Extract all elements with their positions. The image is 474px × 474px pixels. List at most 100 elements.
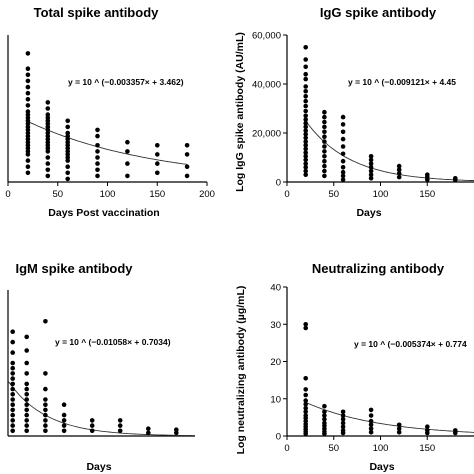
data-point xyxy=(125,149,130,154)
fit-curve xyxy=(7,380,195,437)
data-point xyxy=(303,409,309,415)
data-point xyxy=(322,109,327,115)
data-point xyxy=(425,177,430,182)
data-point xyxy=(65,124,70,130)
data-point xyxy=(24,397,30,402)
fit-equation: y = 10 ^ (−0.009121× + 4.45 xyxy=(348,77,456,87)
data-point xyxy=(322,149,327,154)
fit-curve xyxy=(305,401,474,433)
data-point xyxy=(303,139,309,144)
data-point xyxy=(368,168,374,174)
data-point xyxy=(396,171,402,176)
x-tick-label: 50 xyxy=(328,189,339,200)
data-point xyxy=(303,135,309,141)
data-point xyxy=(61,428,67,434)
data-point xyxy=(43,407,48,413)
data-point xyxy=(10,350,15,355)
data-point xyxy=(303,157,309,163)
data-point xyxy=(25,66,31,71)
data-point xyxy=(10,386,15,392)
y-tick-label: 20 xyxy=(270,357,281,368)
fit-curve xyxy=(305,120,474,182)
panel-neutralizing: Neutralizing antibody y = 10 ^ (−0.00537… xyxy=(235,261,474,473)
data-point xyxy=(43,371,48,376)
data-point xyxy=(10,418,15,423)
data-point xyxy=(24,386,30,392)
data-point xyxy=(24,334,30,340)
data-point xyxy=(24,423,30,428)
data-point xyxy=(45,112,51,117)
data-point xyxy=(25,72,31,78)
y-tick-label: 10 xyxy=(270,394,281,405)
data-point xyxy=(25,158,31,163)
data-point xyxy=(184,173,190,179)
data-point xyxy=(303,84,309,89)
x-tick-label: 100 xyxy=(100,189,116,200)
x-tick-label: 150 xyxy=(419,443,435,454)
data-point xyxy=(368,157,374,163)
data-point xyxy=(174,430,179,436)
data-point xyxy=(43,412,48,418)
data-point xyxy=(303,168,309,174)
data-point xyxy=(25,90,31,96)
data-point xyxy=(303,154,309,159)
x-tick-label: 0 xyxy=(284,443,289,454)
x-axis-label: Days xyxy=(86,461,111,473)
data-point xyxy=(125,173,130,179)
data-point xyxy=(95,133,100,139)
data-point xyxy=(322,124,327,130)
data-point xyxy=(303,120,309,126)
data-point xyxy=(95,155,100,160)
data-point xyxy=(303,172,309,177)
data-point xyxy=(61,423,67,428)
data-point xyxy=(303,150,309,155)
data-point xyxy=(10,392,15,397)
data-point xyxy=(43,423,48,428)
data-point xyxy=(61,412,67,418)
data-point xyxy=(368,426,374,431)
data-point xyxy=(10,365,15,371)
data-point xyxy=(45,161,51,166)
data-point xyxy=(322,129,327,135)
data-point xyxy=(24,402,30,408)
data-point xyxy=(43,319,48,324)
panel-total-spike: Total spike antibody y = 10 ^ (−0.003357… xyxy=(5,5,215,219)
y-axis-label: Log neutralizing antibody (µg/mL) xyxy=(235,286,247,455)
data-point xyxy=(25,78,31,84)
data-point xyxy=(25,97,31,102)
data-point xyxy=(25,84,31,90)
data-point xyxy=(43,428,48,434)
data-point xyxy=(10,371,15,376)
data-point xyxy=(368,407,374,413)
data-point xyxy=(24,418,30,423)
data-point xyxy=(368,430,374,435)
data-point xyxy=(65,176,70,182)
y-tick-label: 0 xyxy=(276,178,281,189)
data-point xyxy=(322,168,327,174)
y-tick-label: 20,000 xyxy=(252,129,281,140)
fit-curve xyxy=(27,121,188,165)
data-point xyxy=(322,416,327,422)
data-point xyxy=(340,122,346,127)
data-point xyxy=(24,392,30,397)
data-point xyxy=(95,167,100,173)
data-point xyxy=(340,177,346,182)
data-point xyxy=(24,371,30,376)
x-tick-label: 100 xyxy=(373,189,389,200)
data-point xyxy=(95,143,100,148)
data-point xyxy=(184,152,190,157)
data-point xyxy=(368,176,374,181)
data-point xyxy=(340,158,346,164)
data-point xyxy=(303,143,309,148)
data-point xyxy=(396,426,402,431)
data-point xyxy=(322,158,327,164)
y-tick-label: 40,000 xyxy=(252,80,281,91)
data-point xyxy=(89,423,95,428)
data-point xyxy=(45,167,51,173)
data-point xyxy=(303,128,309,133)
data-point xyxy=(10,407,15,413)
data-point xyxy=(340,413,346,418)
data-point xyxy=(95,173,100,179)
data-point xyxy=(43,418,48,423)
data-point xyxy=(146,426,151,432)
